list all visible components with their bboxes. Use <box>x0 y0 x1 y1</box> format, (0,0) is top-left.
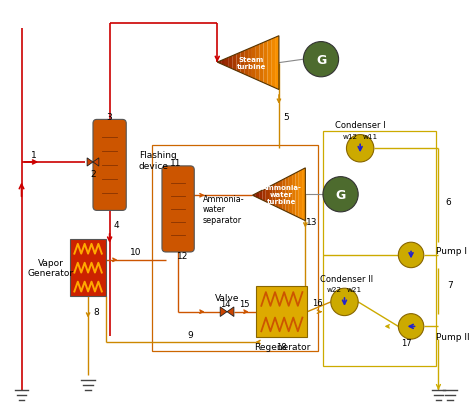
Text: w11: w11 <box>363 133 377 139</box>
Polygon shape <box>248 48 252 78</box>
Circle shape <box>331 289 358 316</box>
Polygon shape <box>263 189 266 202</box>
Polygon shape <box>237 53 240 73</box>
Polygon shape <box>256 45 260 82</box>
Polygon shape <box>282 179 285 211</box>
Text: G: G <box>336 188 346 201</box>
Text: 6: 6 <box>446 197 451 206</box>
Polygon shape <box>244 50 248 77</box>
Polygon shape <box>271 38 275 89</box>
Polygon shape <box>302 169 305 221</box>
Polygon shape <box>225 58 229 68</box>
Text: Regenerator: Regenerator <box>254 343 310 351</box>
Text: Condenser II: Condenser II <box>320 274 373 283</box>
Text: 7: 7 <box>447 280 453 289</box>
Polygon shape <box>279 180 282 210</box>
Text: Vapor
Generator: Vapor Generator <box>28 258 74 278</box>
Polygon shape <box>264 42 267 85</box>
Text: 17: 17 <box>401 338 411 347</box>
Polygon shape <box>221 60 225 66</box>
Text: Pump II: Pump II <box>436 332 469 341</box>
Polygon shape <box>240 52 244 75</box>
Text: 9: 9 <box>187 330 193 339</box>
Text: G: G <box>316 54 326 66</box>
Text: 16: 16 <box>312 299 322 308</box>
Text: 12: 12 <box>177 252 189 261</box>
Polygon shape <box>256 192 259 199</box>
Text: 1: 1 <box>31 150 37 159</box>
Text: Valve: Valve <box>215 293 239 302</box>
Polygon shape <box>253 194 256 197</box>
Text: Ammonia-
water
separator: Ammonia- water separator <box>202 195 244 224</box>
Polygon shape <box>289 175 292 215</box>
Polygon shape <box>252 47 256 80</box>
Text: w21: w21 <box>346 287 362 292</box>
Polygon shape <box>275 182 279 209</box>
Text: Steam
turbine: Steam turbine <box>237 57 266 70</box>
Text: w12: w12 <box>343 133 358 139</box>
Polygon shape <box>266 187 269 204</box>
Polygon shape <box>269 185 273 205</box>
Polygon shape <box>87 159 93 167</box>
Text: Condenser I: Condenser I <box>335 121 385 130</box>
FancyBboxPatch shape <box>93 120 126 211</box>
Text: 14: 14 <box>220 300 230 309</box>
Text: 15: 15 <box>239 300 250 309</box>
Text: 8: 8 <box>93 307 99 316</box>
Circle shape <box>398 314 424 339</box>
Text: 2: 2 <box>90 170 96 179</box>
Polygon shape <box>229 57 233 70</box>
Text: 5: 5 <box>283 113 289 122</box>
Circle shape <box>346 135 374 163</box>
Polygon shape <box>299 170 302 220</box>
Bar <box>256 287 307 337</box>
Polygon shape <box>220 307 227 317</box>
Polygon shape <box>227 307 234 317</box>
Polygon shape <box>233 55 237 71</box>
Text: 18: 18 <box>276 343 287 351</box>
Polygon shape <box>260 43 264 83</box>
Text: 3: 3 <box>107 113 112 122</box>
Polygon shape <box>259 191 263 201</box>
Polygon shape <box>285 177 289 213</box>
Text: Flashing
device: Flashing device <box>139 151 177 170</box>
Text: 10: 10 <box>130 248 142 257</box>
Circle shape <box>303 43 338 78</box>
Polygon shape <box>267 40 271 87</box>
Text: 11: 11 <box>171 159 182 168</box>
Circle shape <box>323 177 358 212</box>
FancyBboxPatch shape <box>162 166 194 252</box>
Polygon shape <box>295 172 299 218</box>
Bar <box>71 240 106 296</box>
Polygon shape <box>217 62 221 65</box>
Text: w22: w22 <box>327 287 342 292</box>
Text: 13: 13 <box>307 218 318 227</box>
Text: 4: 4 <box>114 220 119 229</box>
Polygon shape <box>292 173 295 216</box>
Text: Ammonia-
water
turbine: Ammonia- water turbine <box>262 185 301 205</box>
Bar <box>152 146 318 351</box>
Polygon shape <box>93 159 99 167</box>
Polygon shape <box>275 37 279 90</box>
Text: Pump I: Pump I <box>436 246 466 255</box>
Circle shape <box>398 242 424 268</box>
Polygon shape <box>273 184 275 207</box>
Bar <box>323 131 436 366</box>
